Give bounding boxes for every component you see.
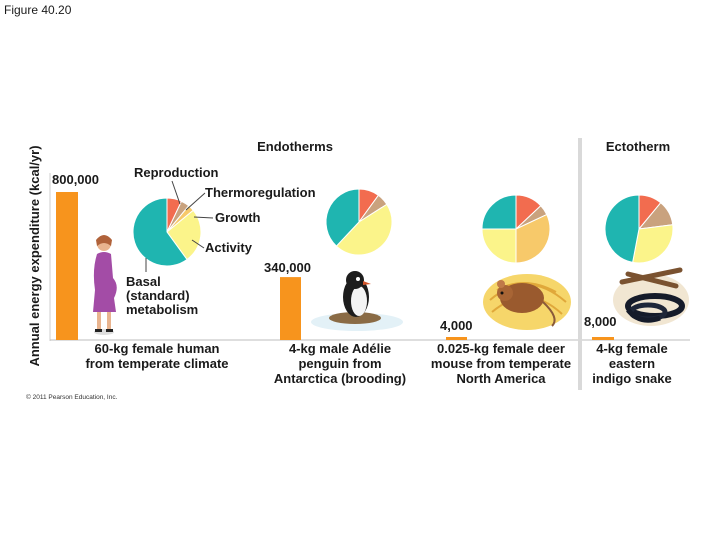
category-label-3-line-1: 0.025-kg female deer — [437, 341, 565, 356]
bar-value-label-3: 4,000 — [440, 318, 473, 333]
bar-4 — [592, 337, 614, 340]
copyright-notice: © 2011 Pearson Education, Inc. — [26, 393, 118, 401]
figure-caption: Figure 40.20 — [4, 3, 72, 17]
legend-thermoregulation: Thermoregulation — [205, 185, 316, 200]
group-label-endotherms: Endotherms — [257, 139, 333, 154]
category-label-4-line-1: 4-kg female — [596, 341, 668, 356]
legend-activity: Activity — [205, 240, 253, 255]
callout-activity — [191, 239, 205, 249]
category-label-1-line-2: from temperate climate — [85, 356, 228, 371]
pie-2-slice-activity — [335, 203, 393, 256]
legend-basal-line-2: (standard) — [126, 288, 190, 303]
pie-1-slice-activity — [166, 209, 202, 261]
legend-basal-line-3: metabolism — [126, 302, 198, 317]
human-illustration — [93, 235, 117, 335]
category-label-1-line-1: 60-kg female human — [95, 341, 220, 356]
bar-2 — [280, 277, 301, 340]
callout-growth — [193, 216, 214, 219]
callout-thermoregulation — [185, 192, 206, 211]
deer-mouse-illustration — [483, 274, 571, 330]
indigo-snake-illustration — [613, 267, 689, 326]
bar-value-label-2: 340,000 — [264, 260, 311, 275]
category-label-4-line-2: eastern — [609, 356, 655, 371]
legend-basal: Basal (standard) metabolism — [126, 274, 198, 317]
pie-2-slice-basal — [325, 188, 360, 247]
pie-3-slice-activity — [481, 228, 517, 264]
bar-3 — [446, 337, 467, 340]
legend-reproduction: Reproduction — [134, 165, 219, 180]
callout-reproduction — [171, 180, 181, 205]
pie-4-slice-basal — [604, 194, 640, 263]
legend-growth: Growth — [215, 210, 261, 225]
penguin-illustration — [311, 271, 403, 331]
y-axis-label: Annual energy expenditure (kcal/yr) — [27, 145, 42, 366]
category-label-2-line-3: Antarctica (brooding) — [274, 371, 406, 386]
bar-1 — [56, 192, 78, 340]
pie-1-slice-basal — [132, 197, 188, 267]
pie-3-slice-basal — [481, 194, 517, 230]
bar-value-label-1: 800,000 — [52, 172, 99, 187]
legend-basal-line-1: Basal — [126, 274, 161, 289]
bar-value-label-4: 8,000 — [584, 314, 617, 329]
pie-4-slice-activity — [632, 224, 674, 264]
category-label-3-line-2: mouse from temperate — [431, 356, 571, 371]
group-label-ectotherm: Ectotherm — [606, 139, 670, 154]
category-label-3-line-3: North America — [456, 371, 546, 386]
category-label-4-line-3: indigo snake — [592, 371, 671, 386]
category-label-2-line-2: penguin from — [298, 356, 381, 371]
pie-3-slice-growth — [515, 213, 551, 264]
pie-legend: Reproduction Thermoregulation Growth Act… — [126, 165, 316, 317]
category-label-2-line-1: 4-kg male Adélie — [289, 341, 391, 356]
